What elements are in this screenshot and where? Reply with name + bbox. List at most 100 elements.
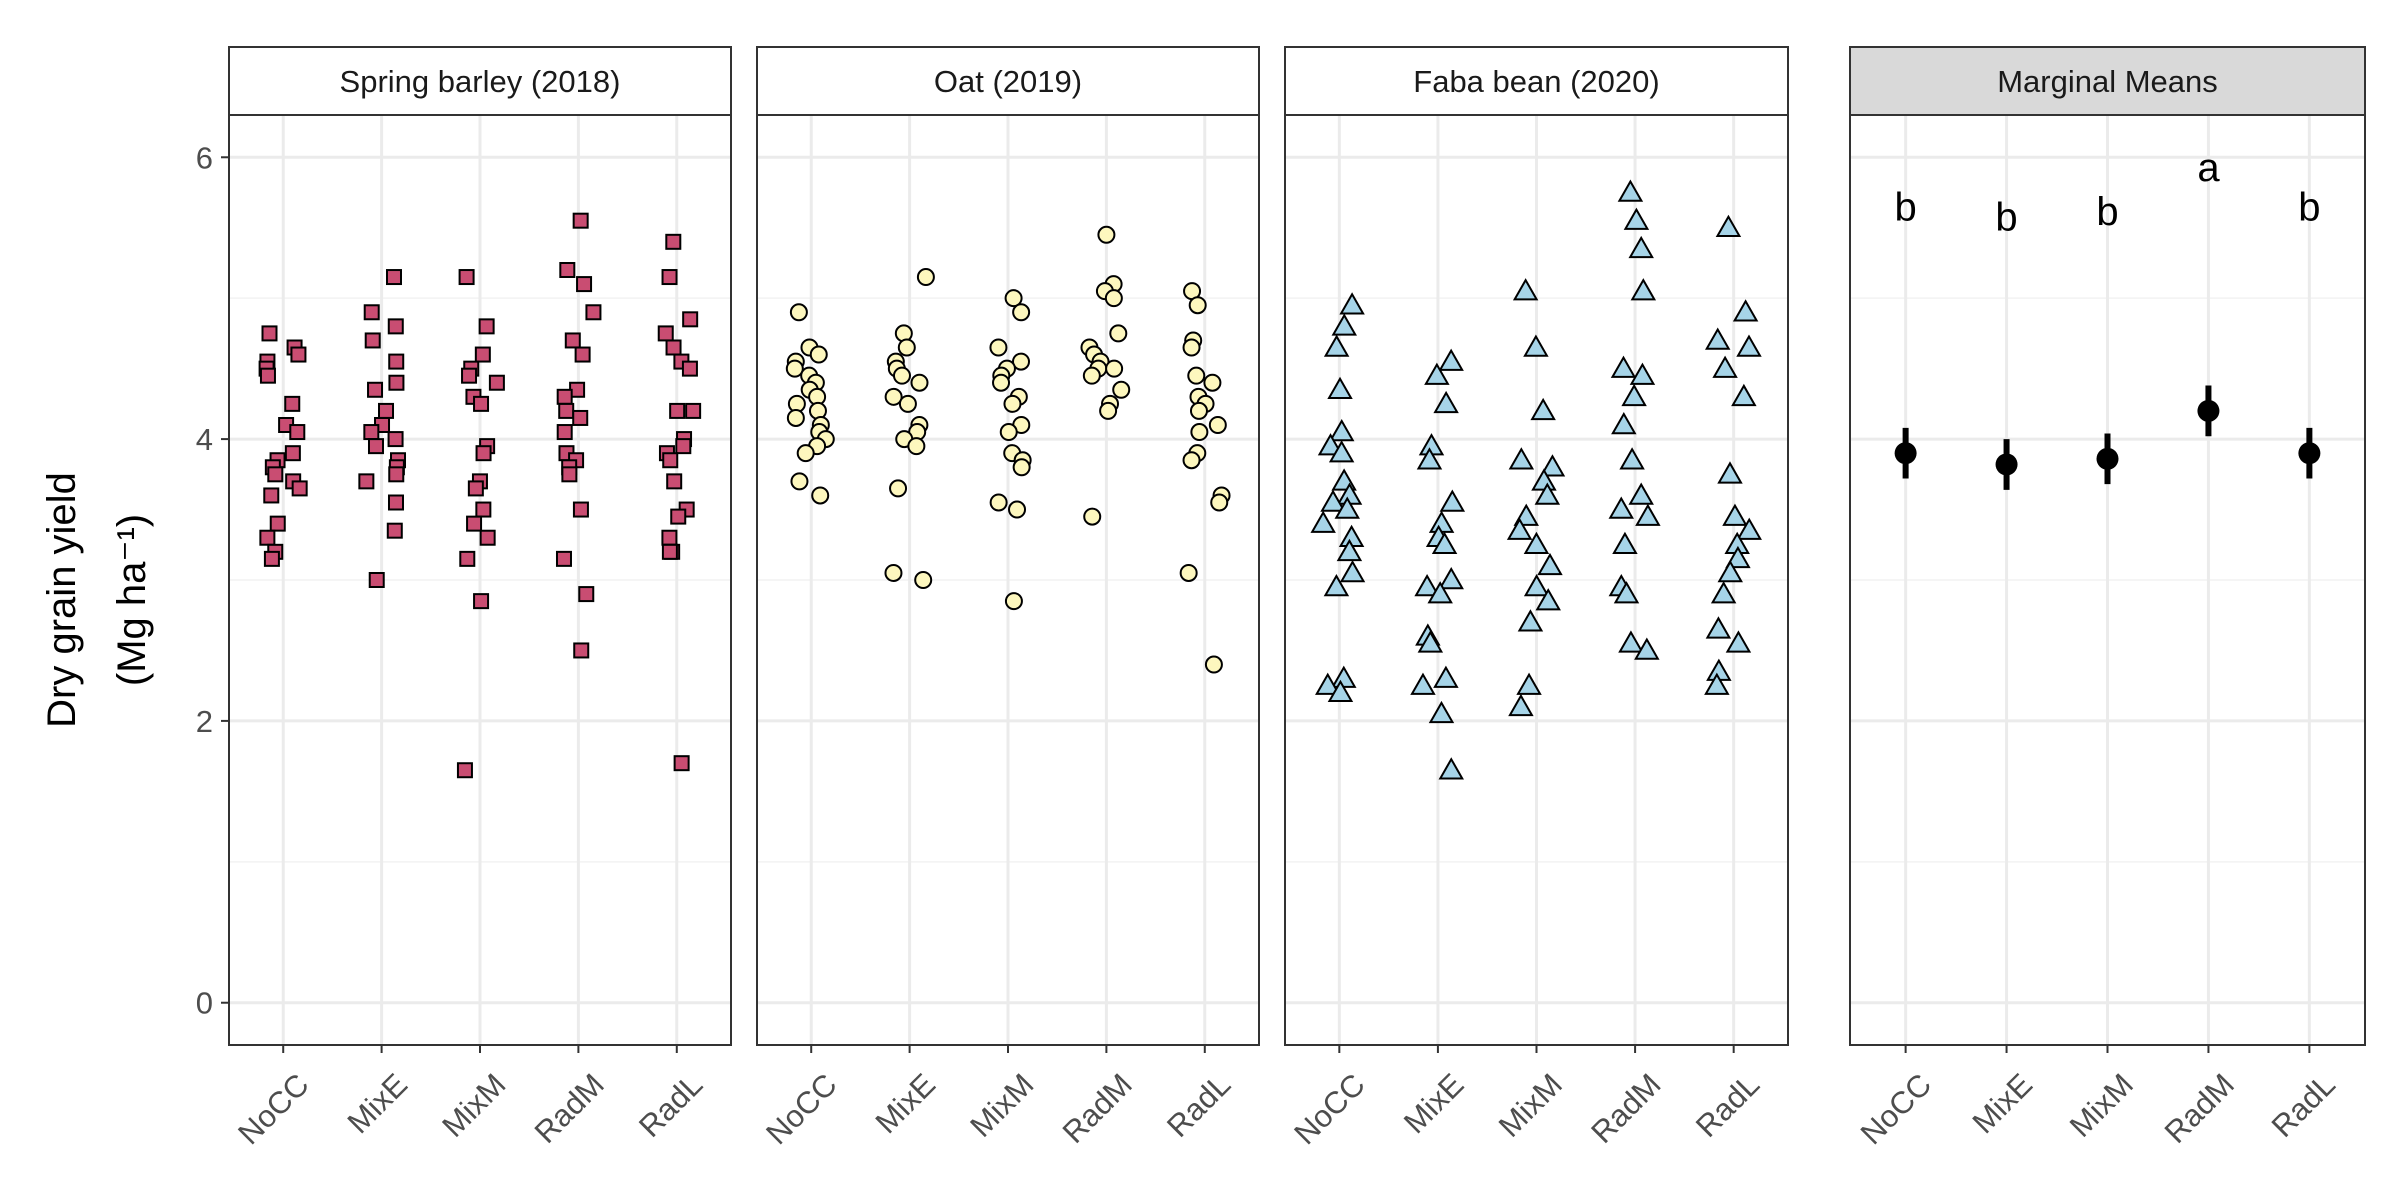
data-point: [1112, 380, 1131, 399]
data-point: [1508, 447, 1535, 470]
mean-point: [2298, 442, 2321, 465]
data-point: [673, 755, 690, 772]
y-tick-label: 4: [196, 422, 213, 457]
mean-point: [2197, 399, 2220, 422]
data-point: [682, 311, 699, 328]
panel-strip-title: Faba bean (2020): [1413, 64, 1659, 99]
data-point: [1003, 394, 1022, 413]
data-point: [259, 529, 276, 546]
data-point: [1328, 419, 1355, 442]
data-point: [1705, 616, 1732, 639]
data-point: [1732, 299, 1759, 322]
data-point: [1189, 401, 1208, 420]
x-tick-label: MixE: [869, 1067, 942, 1140]
data-point: [1621, 383, 1647, 407]
data-point: [1320, 489, 1346, 512]
data-point: [456, 762, 473, 779]
data-point: [284, 395, 301, 412]
data-point: [367, 438, 384, 455]
x-tick-label: RadM: [1584, 1067, 1667, 1150]
data-point: [1438, 757, 1464, 780]
data-point: [665, 233, 682, 250]
data-point: [1083, 507, 1102, 526]
data-point: [572, 501, 589, 518]
data-point: [261, 325, 278, 342]
data-point: [1008, 500, 1027, 519]
data-point: [910, 373, 929, 392]
x-tick-label: RadL: [632, 1067, 709, 1144]
data-point: [1523, 574, 1550, 597]
data-point: [1210, 493, 1229, 512]
data-point: [1712, 355, 1738, 378]
data-point: [681, 360, 698, 377]
data-point: [796, 444, 815, 463]
data-point: [364, 332, 381, 349]
data-point: [1204, 655, 1223, 674]
data-point: [1424, 362, 1450, 385]
data-point: [269, 515, 286, 532]
data-point: [1182, 338, 1201, 357]
data-point: [1439, 489, 1466, 512]
data-point: [1517, 609, 1544, 632]
data-point: [1104, 289, 1123, 308]
data-point: [889, 479, 908, 498]
data-point: [1512, 278, 1539, 301]
data-point: [572, 409, 589, 426]
data-point: [884, 387, 903, 406]
significance-letter: a: [2197, 146, 2220, 190]
data-point: [488, 374, 505, 391]
data-point: [1097, 225, 1116, 244]
data-point: [1731, 383, 1757, 407]
data-point: [1717, 461, 1743, 484]
data-point: [892, 366, 911, 385]
data-point: [1310, 510, 1336, 533]
data-point: [1516, 672, 1542, 695]
x-tick-label: NoCC: [231, 1067, 315, 1151]
data-point: [661, 529, 678, 546]
data-point: [786, 408, 805, 427]
data-point: [992, 373, 1011, 392]
data-point: [1506, 517, 1533, 540]
data-point: [1530, 397, 1556, 421]
data-point: [378, 402, 395, 419]
panel-strip-title: Marginal Means: [1997, 64, 2218, 99]
data-point: [267, 466, 284, 483]
data-point: [564, 332, 581, 349]
y-axis-title-line2: (Mg ha⁻¹): [110, 514, 154, 686]
data-point: [1410, 672, 1436, 695]
data-point: [661, 543, 678, 560]
x-tick-label: RadL: [2265, 1067, 2342, 1144]
data-point: [1012, 352, 1031, 371]
data-point: [1433, 390, 1459, 414]
data-point: [585, 304, 602, 321]
data-point: [556, 424, 573, 441]
x-tick-label: RadL: [1689, 1067, 1766, 1144]
data-point: [884, 563, 903, 582]
data-point: [474, 346, 491, 363]
data-point: [1187, 366, 1206, 385]
data-point: [473, 395, 490, 412]
data-point: [1617, 179, 1644, 202]
data-point: [263, 550, 280, 567]
x-tick-label: RadM: [1056, 1067, 1139, 1150]
data-point: [1535, 588, 1561, 611]
data-point: [479, 529, 496, 546]
data-point: [1334, 496, 1360, 519]
data-point: [1417, 630, 1444, 653]
data-point: [1438, 348, 1464, 371]
data-point: [388, 374, 405, 391]
data-point: [1628, 482, 1654, 505]
data-point: [785, 359, 804, 378]
x-tick-label: MixM: [2063, 1067, 2140, 1144]
data-point: [368, 572, 385, 588]
data-point: [475, 445, 492, 462]
x-tick-label: MixM: [1492, 1067, 1569, 1144]
data-point: [1618, 630, 1644, 653]
data-point: [475, 501, 492, 518]
data-point: [387, 431, 404, 448]
data-point: [289, 424, 306, 441]
data-point: [1012, 303, 1031, 322]
data-point: [1613, 581, 1640, 604]
data-point: [1179, 563, 1198, 582]
